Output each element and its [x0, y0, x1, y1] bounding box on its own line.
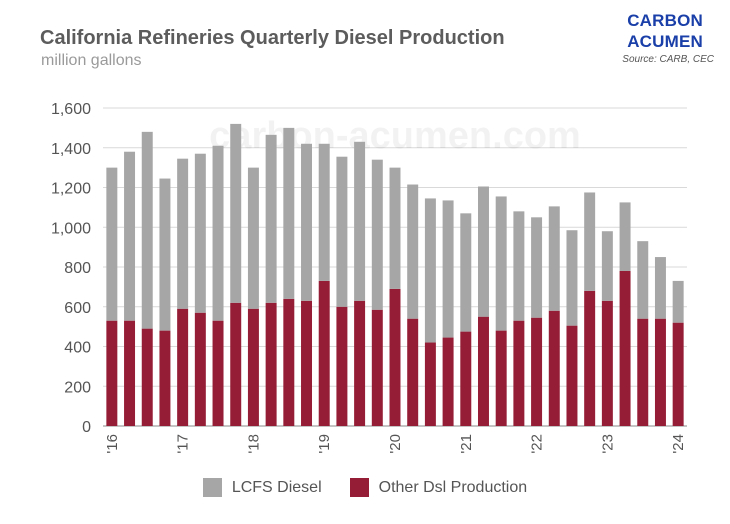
bar-other [230, 302, 242, 426]
bar-lcfs [531, 217, 543, 318]
bar-lcfs [495, 196, 507, 331]
bar-other [619, 270, 631, 426]
bar-other [601, 300, 613, 426]
bar-lcfs [230, 123, 242, 303]
bar-lcfs [371, 159, 383, 310]
legend-label-other: Other Dsl Production [378, 478, 528, 496]
y-tick-label: 1,600 [51, 101, 91, 118]
y-tick-label: 1,000 [51, 220, 91, 237]
legend-item-other: Other Dsl Production [349, 478, 528, 497]
bar-other [177, 308, 189, 426]
bar-lcfs [566, 230, 578, 326]
legend-item-lcfs: LCFS Diesel [202, 478, 322, 497]
bar-other [442, 337, 454, 426]
bar-lcfs [460, 213, 472, 332]
x-tick-label: '23 [599, 434, 616, 454]
bar-other [477, 316, 489, 426]
bar-other [141, 328, 153, 426]
bar-other [407, 318, 419, 426]
bar-other [212, 320, 224, 426]
bar-lcfs [407, 184, 419, 319]
bar-lcfs [247, 167, 259, 309]
brand-logo: CARBON ACUMEN [627, 10, 703, 52]
source-note: Source: CARB, CEC [622, 54, 714, 65]
legend-swatch-lcfs [202, 478, 222, 497]
x-tick-label: '22 [529, 434, 546, 454]
bar-other [566, 325, 578, 426]
bar-lcfs [283, 127, 295, 299]
bar-lcfs [212, 145, 224, 321]
brand-line-2: ACUMEN [627, 32, 703, 51]
bar-lcfs [654, 257, 666, 319]
bar-other [548, 310, 560, 426]
bar-lcfs [424, 198, 436, 343]
y-tick-label: 200 [64, 379, 91, 396]
bar-lcfs [124, 151, 136, 321]
bar-other [672, 322, 684, 426]
chart-legend: LCFS Diesel Other Dsl Production [0, 478, 730, 497]
bar-lcfs [477, 186, 489, 317]
bar-lcfs [318, 143, 330, 281]
y-tick-label: 400 [64, 340, 91, 357]
legend-label-lcfs: LCFS Diesel [231, 478, 322, 496]
bar-other [513, 320, 525, 426]
x-tick-label: '17 [175, 434, 192, 454]
bar-other [389, 288, 401, 426]
x-tick-label: '18 [245, 434, 262, 454]
bar-other [283, 298, 295, 426]
bar-lcfs [672, 280, 684, 323]
bar-other [124, 320, 136, 426]
y-tick-label: 1,400 [51, 141, 91, 158]
bar-lcfs [194, 153, 206, 313]
bar-other [460, 331, 472, 426]
y-tick-label: 0 [82, 419, 91, 436]
x-tick-label: '16 [104, 434, 121, 454]
bar-lcfs [619, 202, 631, 271]
bar-other [371, 309, 383, 426]
bar-other [354, 300, 366, 426]
x-tick-label: '20 [387, 434, 404, 454]
bar-other [265, 302, 277, 426]
x-tick-label: '19 [316, 434, 333, 454]
brand-line-1: CARBON [627, 11, 703, 30]
bar-lcfs [159, 178, 171, 331]
bar-lcfs [389, 167, 401, 289]
y-tick-label: 1,200 [51, 181, 91, 198]
bar-other [247, 308, 259, 426]
bar-other [194, 312, 206, 426]
bar-lcfs [601, 231, 613, 301]
legend-swatch-other [349, 478, 369, 497]
bar-other [637, 318, 649, 426]
bar-lcfs [265, 134, 277, 303]
bar-lcfs [637, 241, 649, 319]
x-tick-label: '21 [458, 434, 475, 454]
bar-other [336, 306, 348, 426]
watermark: carbon-acumen.com [209, 115, 581, 157]
bar-lcfs [301, 143, 313, 301]
bar-lcfs [177, 158, 189, 309]
chart-subtitle: million gallons [41, 52, 142, 69]
bar-lcfs [442, 200, 454, 338]
y-tick-label: 800 [64, 260, 91, 277]
bar-other [495, 330, 507, 426]
x-tick-label: '24 [670, 434, 687, 454]
chart-title: California Refineries Quarterly Diesel P… [40, 27, 505, 49]
bar-other [318, 280, 330, 426]
bar-lcfs [106, 167, 118, 321]
bar-other [159, 330, 171, 426]
bar-other [424, 342, 436, 426]
bar-other [654, 318, 666, 426]
bar-lcfs [336, 156, 348, 307]
bar-lcfs [141, 131, 153, 329]
bar-other [531, 317, 543, 426]
bar-lcfs [513, 211, 525, 321]
bar-lcfs [354, 141, 366, 301]
bar-other [584, 290, 596, 426]
bar-lcfs [548, 206, 560, 311]
y-tick-label: 600 [64, 300, 91, 317]
bar-other [301, 300, 313, 426]
bar-lcfs [584, 192, 596, 291]
bar-other [106, 320, 118, 426]
